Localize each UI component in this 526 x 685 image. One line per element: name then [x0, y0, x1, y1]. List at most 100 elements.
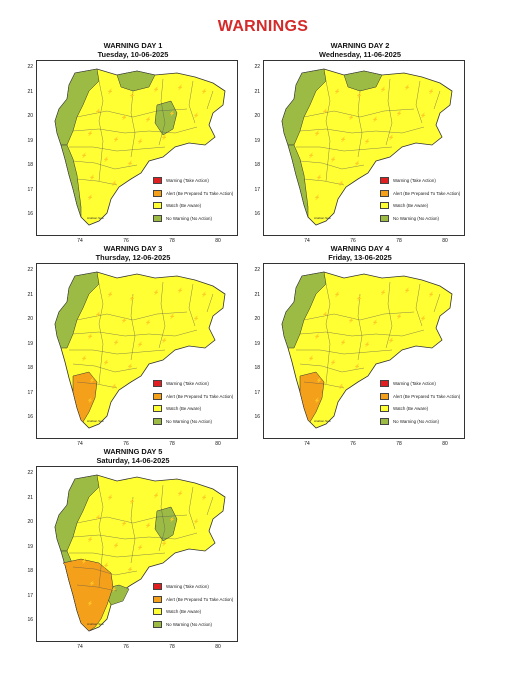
district-boundary	[296, 349, 393, 355]
thunderstorm-icon: ⚡	[129, 498, 135, 505]
thunderstorm-icon: ⚡	[330, 359, 336, 366]
thunderstorm-icon: ⚡	[404, 84, 410, 91]
legend-label: Alert (Be Prepared To Take Action)	[166, 393, 234, 399]
thunderstorm-icon: ⚡	[308, 355, 314, 362]
region-no-warning	[116, 70, 156, 92]
thunderstorm-icon: ⚡	[127, 160, 133, 167]
x-tick-label: 76	[350, 238, 356, 244]
legend-item-alert: Alert (Be Prepared To Take Action)	[153, 189, 237, 202]
legend-swatch	[153, 177, 162, 184]
thunderstorm-icon: ⚡	[89, 174, 95, 181]
district-boundary	[206, 293, 214, 313]
region-no-warning	[154, 506, 178, 542]
legend-item-watch: Watch (Be Aware)	[153, 201, 237, 214]
panel-day-label: WARNING DAY 1	[103, 41, 163, 50]
thunderstorm-icon: ⚡	[316, 377, 322, 384]
thunderstorm-icon: ⚡	[87, 333, 93, 340]
thunderstorm-icon: ⚡	[145, 522, 151, 529]
thunderstorm-icon: ⚡	[193, 518, 199, 525]
warning-panel-day-3: WARNING DAY 3 Thursday, 12-06-2025 ⚡ ⚡ ⚡ ⚡ ⚡ ⚡ ⚡…	[26, 244, 240, 450]
thunderstorm-icon: ⚡	[177, 490, 183, 497]
region-no-warning	[54, 271, 100, 349]
thunderstorm-icon: ⚡	[201, 88, 207, 95]
y-tick-label: 19	[254, 137, 260, 144]
district-boundary	[325, 80, 331, 182]
thunderstorm-icon: ⚡	[348, 317, 354, 324]
x-tick-label: 76	[123, 644, 129, 650]
panel-title: WARNING DAY 3 Thursday, 12-06-2025	[26, 244, 240, 262]
thunderstorm-icon: ⚡	[428, 291, 434, 298]
thunderstorm-icon: ⚡	[121, 114, 127, 121]
thunderstorm-icon: ⚡	[111, 180, 117, 187]
legend-label: Warning (Take Action)	[393, 178, 436, 183]
district-boundary	[158, 484, 166, 552]
panel-date-label: Wednesday, 11-06-2025	[319, 49, 401, 59]
legend-swatch	[380, 380, 389, 387]
y-tick-label: 16	[27, 211, 33, 217]
x-tick-label: 78	[396, 441, 402, 447]
warning-panel-day-1: WARNING DAY 1 Tuesday, 10-06-2025 ⚡ ⚡ ⚡ ⚡ ⚡ ⚡ ⚡ ⚡…	[26, 41, 240, 247]
legend-item-no-warning: No Warning (No Action)	[153, 620, 237, 633]
thunderstorm-icon: ⚡	[145, 116, 151, 123]
y-tick-label: 20	[254, 113, 260, 119]
thunderstorm-icon: ⚡	[428, 88, 434, 95]
map-plot: ⚡ ⚡ ⚡ ⚡ ⚡ ⚡ ⚡ ⚡ ⚡ ⚡ ⚡ ⚡ ⚡ ⚡ ⚡ ⚡ ⚡ ⚡ ⚡ ⚡ Arabian Sea Warning (…	[36, 466, 238, 642]
x-tick-label: 74	[77, 441, 83, 447]
x-tick-label: 78	[169, 238, 175, 244]
legend-label: No Warning (No Action)	[393, 215, 439, 221]
thunderstorm-icon: ⚡	[153, 289, 159, 296]
panel-title: WARNING DAY 1 Tuesday, 10-06-2025	[26, 41, 240, 59]
legend-label: No Warning (No Action)	[166, 621, 212, 627]
thunderstorm-icon: ⚡	[388, 337, 394, 344]
thunderstorm-icon: ⚡	[81, 558, 87, 565]
thunderstorm-icon: ⚡	[201, 291, 207, 298]
legend-label: Watch (Be Aware)	[166, 406, 202, 411]
district-boundary	[98, 283, 104, 385]
thunderstorm-icon: ⚡	[137, 544, 143, 551]
district-boundary	[433, 293, 441, 313]
district-boundary	[385, 281, 393, 349]
warning-panel-day-5: WARNING DAY 5 Saturday, 14-06-2025 ⚡ ⚡ ⚡ ⚡ ⚡ ⚡ ⚡…	[26, 447, 240, 653]
legend-swatch	[153, 620, 162, 628]
thunderstorm-icon: ⚡	[161, 540, 167, 547]
map-legend: Warning (Take Action) Alert (Be Prepared …	[380, 379, 464, 429]
thunderstorm-icon: ⚡	[95, 108, 101, 115]
x-tick-label: 80	[442, 441, 448, 447]
y-tick-label: 18	[27, 162, 33, 168]
thunderstorm-icon: ⚡	[137, 341, 143, 348]
thunderstorm-icon: ⚡	[145, 319, 151, 326]
district-boundary	[385, 78, 393, 146]
thunderstorm-icon: ⚡	[169, 313, 175, 320]
thunderstorm-icon: ⚡	[314, 333, 320, 340]
thunderstorm-icon: ⚡	[330, 156, 336, 163]
y-tick-label: 20	[27, 519, 33, 525]
region-no-warning	[281, 68, 327, 146]
thunderstorm-icon: ⚡	[348, 114, 354, 121]
y-tick-label: 17	[27, 592, 33, 599]
thunderstorm-icon: ⚡	[372, 116, 378, 123]
thunderstorm-icon: ⚡	[177, 287, 183, 294]
region-no-warning	[343, 70, 383, 92]
district-boundary	[130, 293, 136, 361]
thunderstorm-icon: ⚡	[89, 580, 95, 587]
legend-item-watch: Watch (Be Aware)	[153, 607, 237, 620]
thunderstorm-icon: ⚡	[107, 291, 113, 298]
legend-item-warning: Warning (Take Action)	[380, 176, 464, 189]
legend-item-watch: Watch (Be Aware)	[380, 201, 464, 214]
legend-swatch	[153, 189, 162, 197]
legend-label: Watch (Be Aware)	[393, 406, 429, 411]
thunderstorm-icon: ⚡	[153, 86, 159, 93]
district-boundary	[357, 293, 363, 361]
thunderstorm-icon: ⚡	[388, 134, 394, 141]
thunderstorm-icon: ⚡	[354, 363, 360, 370]
thunderstorm-icon: ⚡	[95, 311, 101, 318]
thunderstorm-icon: ⚡	[129, 295, 135, 302]
y-tick-label: 22	[27, 64, 33, 70]
state-map: ⚡ ⚡ ⚡ ⚡ ⚡ ⚡ ⚡ ⚡ ⚡ ⚡ ⚡ ⚡ ⚡ ⚡ ⚡ ⚡ ⚡ ⚡ ⚡ ⚡ Arabian Sea	[54, 474, 226, 632]
legend-swatch	[380, 392, 389, 400]
legend-label: Alert (Be Prepared To Take Action)	[393, 393, 461, 399]
state-map: ⚡ ⚡ ⚡ ⚡ ⚡ ⚡ ⚡ ⚡ ⚡ ⚡ ⚡ ⚡ ⚡ ⚡ ⚡ ⚡ ⚡ ⚡ ⚡ ⚡ Arabian Sea	[281, 271, 453, 429]
thunderstorm-icon: ⚡	[87, 600, 93, 607]
y-tick-label: 21	[27, 88, 33, 95]
region-no-warning	[60, 144, 82, 218]
